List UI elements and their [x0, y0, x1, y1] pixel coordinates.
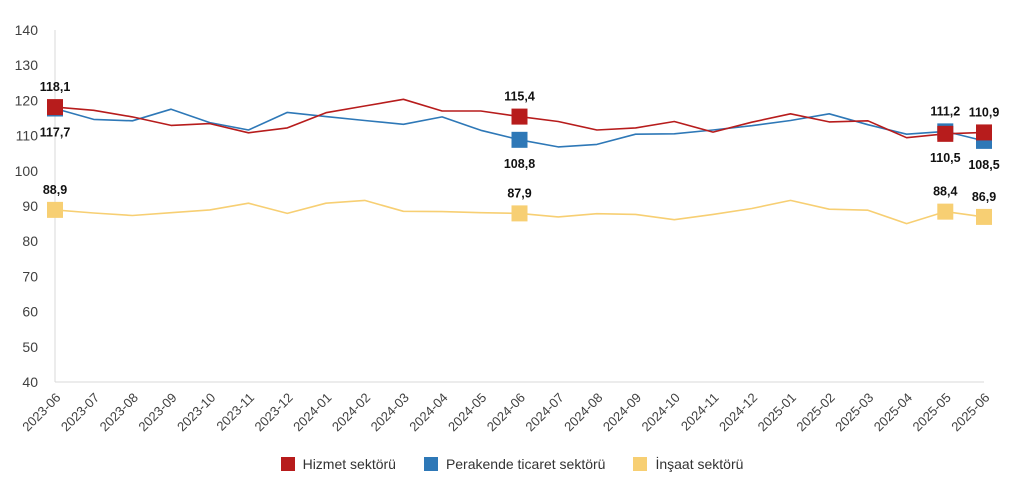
data-point-marker — [511, 108, 528, 125]
legend: Hizmet sektörü Perakende ticaret sektörü İ… — [0, 456, 1024, 472]
y-tick-label: 130 — [15, 57, 39, 73]
x-tick-label: 2023-08 — [97, 390, 141, 434]
data-point-marker — [511, 131, 528, 148]
data-label: 108,5 — [968, 158, 999, 172]
data-point-marker — [976, 124, 992, 141]
x-tick-label: 2024-08 — [561, 390, 605, 434]
x-tick-label: 2025-03 — [832, 390, 876, 434]
legend-swatch — [423, 457, 438, 471]
x-tick-label: 2025-06 — [948, 390, 992, 434]
x-tick-label: 2024-06 — [484, 390, 528, 434]
x-tick-label: 2025-05 — [909, 390, 953, 434]
data-label: 87,9 — [507, 186, 531, 200]
x-tick-label: 2024-10 — [639, 390, 683, 434]
data-label: 110,9 — [969, 105, 1000, 119]
legend-item: İnşaat sektörü — [633, 456, 743, 472]
y-tick-label: 100 — [15, 163, 39, 179]
legend-item: Hizmet sektörü — [280, 456, 396, 472]
data-label: 88,9 — [43, 183, 67, 197]
y-tick-label: 60 — [22, 304, 38, 320]
data-label: 111,2 — [930, 104, 960, 118]
x-tick-label: 2025-01 — [755, 390, 799, 434]
x-tick-label: 2023-11 — [213, 390, 257, 434]
data-label: 108,8 — [504, 157, 535, 171]
x-tick-label: 2024-03 — [368, 390, 412, 434]
x-tick-label: 2023-12 — [251, 390, 295, 434]
legend-label: Hizmet sektörü — [302, 456, 396, 472]
legend-label: İnşaat sektörü — [655, 456, 744, 472]
y-tick-label: 40 — [22, 374, 38, 390]
legend-label: Perakende ticaret sektörü — [445, 456, 606, 472]
x-tick-label: 2023-06 — [19, 390, 63, 434]
x-tick-label: 2023-07 — [58, 390, 102, 434]
legend-swatch — [280, 457, 295, 471]
legend-item: Perakende ticaret sektörü — [423, 456, 606, 472]
data-point-marker — [47, 201, 63, 218]
x-tick-label: 2024-11 — [678, 390, 722, 434]
data-point-marker — [937, 203, 954, 220]
x-tick-label: 2024-07 — [522, 390, 566, 434]
data-point-marker — [976, 208, 992, 225]
data-label: 88,4 — [933, 185, 957, 199]
data-point-marker — [937, 125, 954, 142]
data-label: 86,9 — [972, 190, 996, 204]
data-label: 117,7 — [40, 125, 71, 139]
data-label: 110,5 — [930, 151, 961, 165]
y-tick-label: 90 — [22, 198, 38, 214]
y-tick-label: 110 — [16, 128, 39, 144]
x-tick-label: 2025-04 — [871, 390, 915, 434]
data-label: 115,4 — [504, 90, 535, 104]
data-point-marker — [47, 99, 63, 116]
line-chart: 4050607080901001101201301402023-062023-0… — [15, 22, 1000, 434]
y-tick-label: 120 — [15, 92, 39, 108]
x-tick-label: 2024-04 — [406, 390, 450, 434]
y-tick-label: 70 — [22, 268, 38, 284]
y-tick-label: 140 — [15, 22, 39, 38]
x-tick-label: 2023-09 — [135, 390, 179, 434]
y-tick-label: 50 — [22, 339, 38, 355]
y-tick-label: 80 — [22, 233, 38, 249]
x-tick-label: 2025-02 — [793, 390, 837, 434]
x-tick-label: 2023-10 — [174, 390, 218, 434]
x-tick-label: 2024-05 — [445, 390, 489, 434]
legend-swatch — [633, 457, 648, 471]
x-tick-label: 2024-12 — [716, 390, 760, 434]
x-tick-label: 2024-01 — [290, 390, 334, 434]
x-tick-label: 2024-09 — [600, 390, 644, 434]
x-tick-label: 2024-02 — [329, 390, 373, 434]
data-point-marker — [511, 205, 528, 222]
data-label: 118,1 — [40, 80, 71, 94]
